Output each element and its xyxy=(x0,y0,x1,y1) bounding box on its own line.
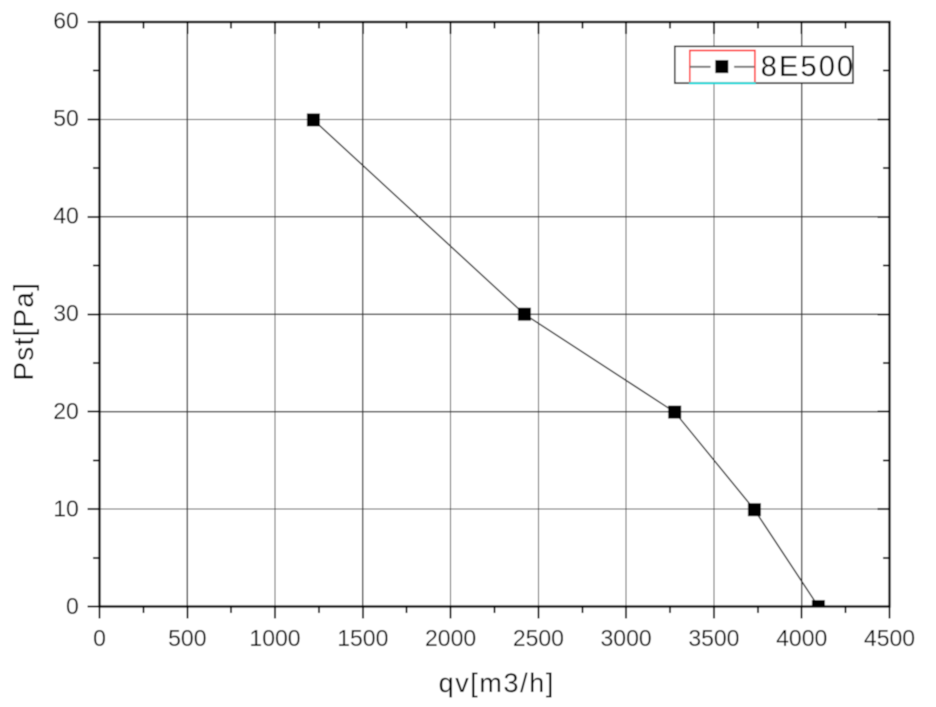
svg-text:2000: 2000 xyxy=(425,625,476,651)
svg-text:3500: 3500 xyxy=(688,625,739,651)
svg-text:10: 10 xyxy=(53,495,79,521)
svg-text:4500: 4500 xyxy=(864,625,915,651)
svg-text:50: 50 xyxy=(53,105,79,131)
svg-text:0: 0 xyxy=(66,593,79,619)
svg-text:8E500: 8E500 xyxy=(761,51,855,83)
svg-text:1000: 1000 xyxy=(249,625,300,651)
svg-text:3000: 3000 xyxy=(601,625,652,651)
svg-text:60: 60 xyxy=(53,7,79,33)
svg-text:qv[m3/h]: qv[m3/h] xyxy=(439,668,555,698)
svg-text:500: 500 xyxy=(168,625,206,651)
svg-text:20: 20 xyxy=(53,398,79,424)
svg-text:40: 40 xyxy=(53,203,79,229)
svg-text:2500: 2500 xyxy=(513,625,564,651)
svg-text:Pst[Pa]: Pst[Pa] xyxy=(8,282,39,381)
svg-text:1500: 1500 xyxy=(337,625,388,651)
svg-text:0: 0 xyxy=(93,625,106,651)
svg-text:30: 30 xyxy=(53,300,79,326)
svg-text:4000: 4000 xyxy=(776,625,827,651)
